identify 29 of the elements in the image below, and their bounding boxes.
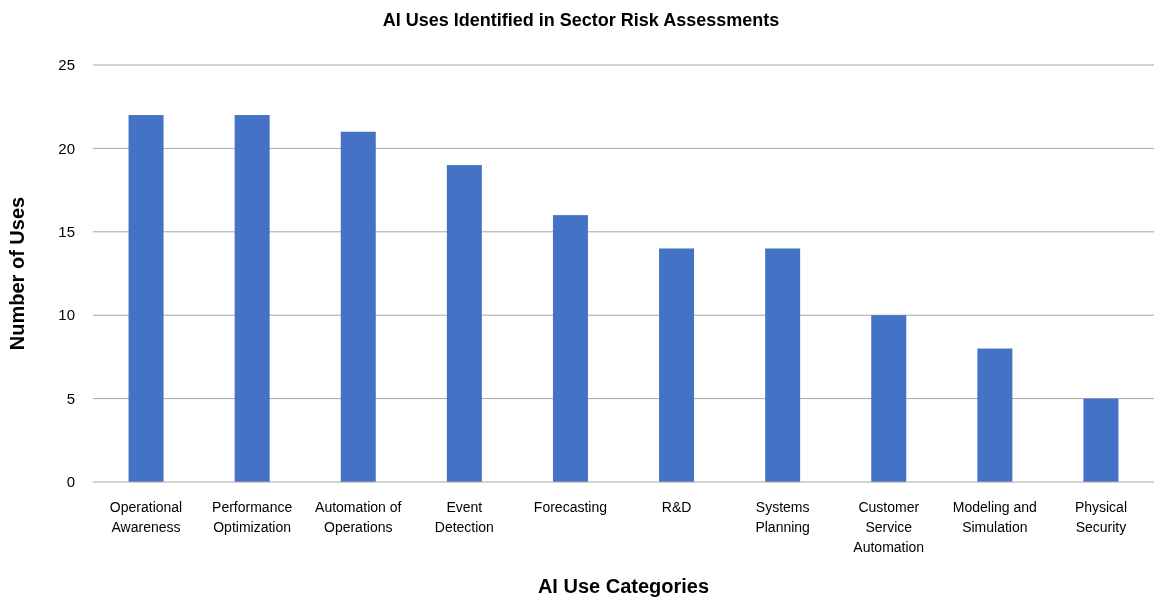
bar — [340, 131, 376, 482]
bar — [1083, 398, 1119, 482]
y-tick-label: 15 — [58, 223, 75, 241]
x-tick-label: Systems Planning — [755, 499, 810, 535]
y-tick-label: 0 — [66, 473, 75, 491]
x-tick-label: Event Detection — [434, 499, 494, 535]
x-tick-label: Operational Awareness — [109, 499, 183, 535]
y-tick-label: 25 — [58, 56, 75, 74]
y-axis-title: Number of Uses — [6, 196, 28, 351]
y-tick-label: 20 — [58, 139, 75, 157]
bar — [234, 115, 270, 482]
y-tick-label: 10 — [58, 306, 75, 324]
x-tick-label: Forecasting — [533, 499, 608, 515]
bar — [765, 248, 801, 482]
bar — [871, 315, 907, 482]
bar — [977, 348, 1013, 482]
x-tick-label: Automation of Operations — [315, 499, 402, 535]
x-tick-label: R&D — [661, 499, 692, 515]
x-axis-title: AI Use Categories — [537, 575, 710, 597]
y-tick-label: 5 — [66, 389, 75, 407]
bar — [128, 115, 164, 482]
bar — [446, 165, 482, 482]
x-tick-label: Modeling and Simulation — [952, 499, 1037, 535]
bar — [552, 215, 588, 482]
bar — [659, 248, 695, 482]
chart-title: AI Uses Identified in Sector Risk Assessments — [382, 10, 780, 30]
x-tick-label: Performance Optimization — [212, 499, 293, 535]
x-tick-label: Physical Security — [1074, 499, 1128, 535]
x-tick-label: Customer Service Automation — [853, 499, 925, 555]
